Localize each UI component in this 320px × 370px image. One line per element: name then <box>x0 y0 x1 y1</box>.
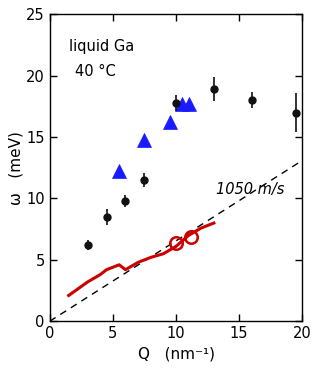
Text: 40 °C: 40 °C <box>75 64 116 79</box>
Y-axis label: ω   (meV): ω (meV) <box>8 131 23 205</box>
Text: liquid Ga: liquid Ga <box>69 39 134 54</box>
Text: 1050 m/s: 1050 m/s <box>216 182 285 196</box>
X-axis label: Q   (nm⁻¹): Q (nm⁻¹) <box>138 347 214 361</box>
